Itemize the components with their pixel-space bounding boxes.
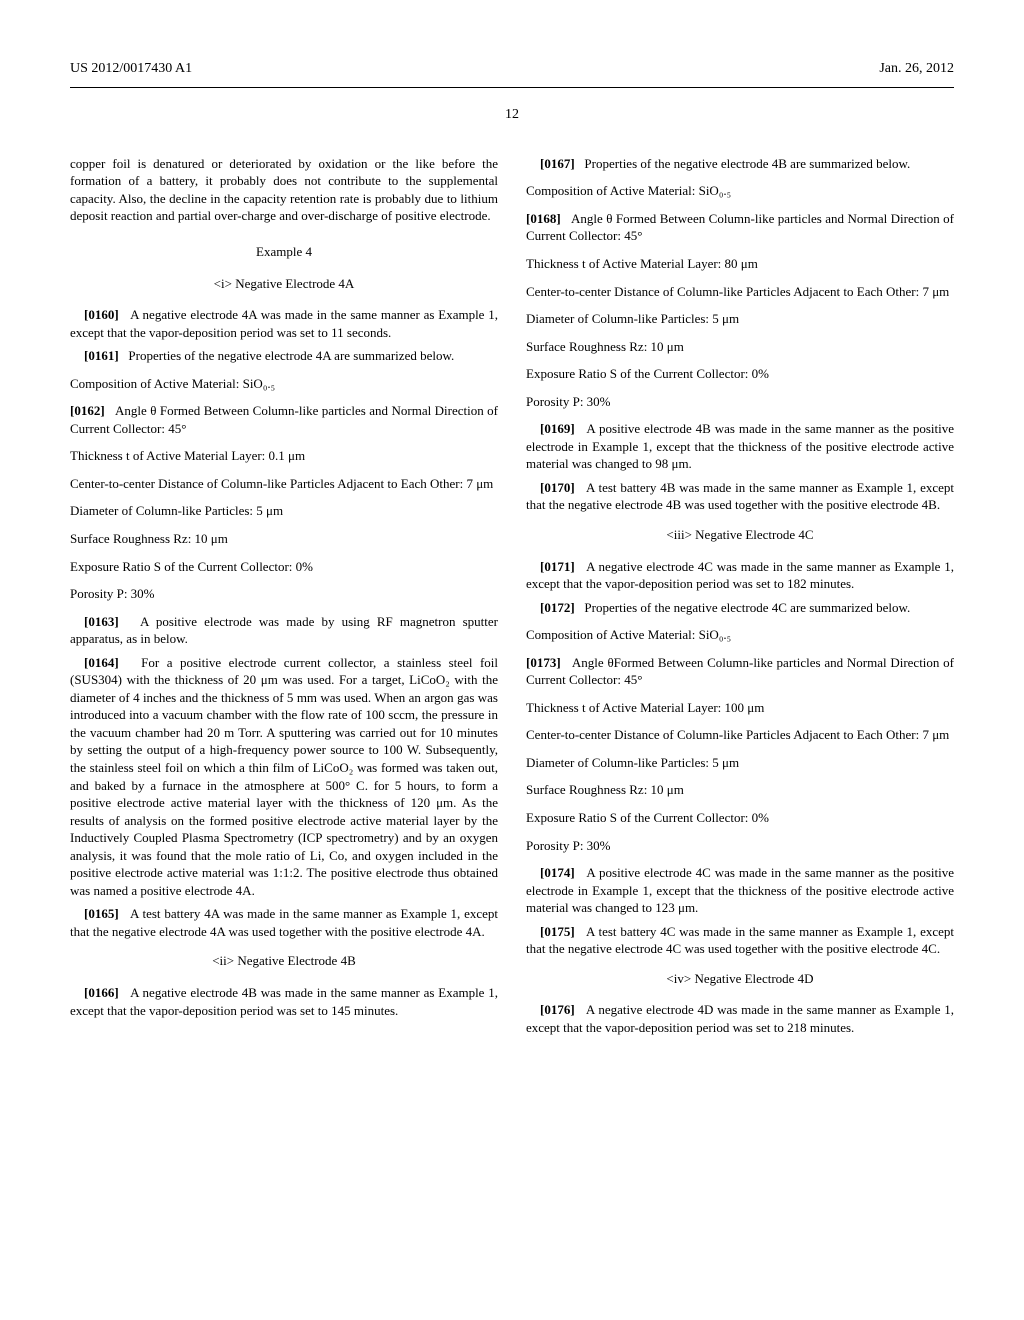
para-0161: [0161] Properties of the negative electr… — [70, 347, 498, 365]
para-0166-text: A negative electrode 4B was made in the … — [70, 985, 498, 1018]
para-0176-text: A negative electrode 4D was made in the … — [526, 1002, 954, 1035]
diameter-4a: Diameter of Column-like Particles: 5 μm — [70, 502, 498, 520]
body-columns: copper foil is denatured or deteriorated… — [70, 155, 954, 1037]
para-num-0164: [0164] — [84, 655, 119, 670]
section-iv-title: <iv> Negative Electrode 4D — [526, 970, 954, 988]
publication-date: Jan. 26, 2012 — [879, 60, 954, 79]
para-0160-text: A negative electrode 4A was made in the … — [70, 307, 498, 340]
para-num-0168: [0168] — [526, 211, 561, 226]
para-num-0161: [0161] — [84, 348, 119, 363]
para-0174: [0174] A positive electrode 4C was made … — [526, 864, 954, 917]
porosity-4b: Porosity P: 30% — [526, 393, 954, 411]
para-num-0166: [0166] — [84, 985, 119, 1000]
composition-4b: Composition of Active Material: SiO₀.₅ — [526, 182, 954, 200]
exposure-4a: Exposure Ratio S of the Current Collecto… — [70, 558, 498, 576]
para-0172: [0172] Properties of the negative electr… — [526, 599, 954, 617]
para-0166: [0166] A negative electrode 4B was made … — [70, 984, 498, 1019]
para-0165: [0165] A test battery 4A was made in the… — [70, 905, 498, 940]
para-num-0167: [0167] — [540, 156, 575, 171]
para-0163: [0163] A positive electrode was made by … — [70, 613, 498, 648]
porosity-4c: Porosity P: 30% — [526, 837, 954, 855]
roughness-4b: Surface Roughness Rz: 10 μm — [526, 338, 954, 356]
para-num-0165: [0165] — [84, 906, 119, 921]
thickness-4a: Thickness t of Active Material Layer: 0.… — [70, 447, 498, 465]
para-0169-text: A positive electrode 4B was made in the … — [526, 421, 954, 471]
para-0162: [0162] Angle θ Formed Between Column-lik… — [70, 402, 498, 437]
para-0174-text: A positive electrode 4C was made in the … — [526, 865, 954, 915]
roughness-4a: Surface Roughness Rz: 10 μm — [70, 530, 498, 548]
para-0170: [0170] A test battery 4B was made in the… — [526, 479, 954, 514]
para-num-0160: [0160] — [84, 307, 119, 322]
center-distance-4c: Center-to-center Distance of Column-like… — [526, 726, 954, 744]
thickness-4b: Thickness t of Active Material Layer: 80… — [526, 255, 954, 273]
intro-paragraph: copper foil is denatured or deteriorated… — [70, 155, 498, 225]
para-0161-text: Properties of the negative electrode 4A … — [128, 348, 454, 363]
section-iii-title: <iii> Negative Electrode 4C — [526, 526, 954, 544]
para-0165-text: A test battery 4A was made in the same m… — [70, 906, 498, 939]
para-0171-text: A negative electrode 4C was made in the … — [526, 559, 954, 592]
para-num-0174: [0174] — [540, 865, 575, 880]
exposure-4c: Exposure Ratio S of the Current Collecto… — [526, 809, 954, 827]
para-0162-text: Angle θ Formed Between Column-like parti… — [70, 403, 498, 436]
header-rule — [70, 87, 954, 88]
roughness-4c: Surface Roughness Rz: 10 μm — [526, 781, 954, 799]
porosity-4a: Porosity P: 30% — [70, 585, 498, 603]
para-0164: [0164] For a positive electrode current … — [70, 654, 498, 900]
para-num-0170: [0170] — [540, 480, 575, 495]
para-num-0173: [0173] — [526, 655, 561, 670]
exposure-4b: Exposure Ratio S of the Current Collecto… — [526, 365, 954, 383]
para-0173: [0173] Angle θFormed Between Column-like… — [526, 654, 954, 689]
para-0175-text: A test battery 4C was made in the same m… — [526, 924, 954, 957]
para-num-0169: [0169] — [540, 421, 575, 436]
para-0172-text: Properties of the negative electrode 4C … — [584, 600, 910, 615]
para-num-0171: [0171] — [540, 559, 575, 574]
para-0169: [0169] A positive electrode 4B was made … — [526, 420, 954, 473]
para-num-0163: [0163] — [84, 614, 119, 629]
center-distance-4a: Center-to-center Distance of Column-like… — [70, 475, 498, 493]
diameter-4c: Diameter of Column-like Particles: 5 μm — [526, 754, 954, 772]
para-num-0175: [0175] — [540, 924, 575, 939]
para-0160: [0160] A negative electrode 4A was made … — [70, 306, 498, 341]
para-0164-text: For a positive electrode current collect… — [70, 655, 498, 898]
thickness-4c: Thickness t of Active Material Layer: 10… — [526, 699, 954, 717]
center-distance-4b: Center-to-center Distance of Column-like… — [526, 283, 954, 301]
para-0168-text: Angle θ Formed Between Column-like parti… — [526, 211, 954, 244]
para-0163-text: A positive electrode was made by using R… — [70, 614, 498, 647]
composition-4a: Composition of Active Material: SiO₀.₅ — [70, 375, 498, 393]
section-ii-title: <ii> Negative Electrode 4B — [70, 952, 498, 970]
diameter-4b: Diameter of Column-like Particles: 5 μm — [526, 310, 954, 328]
para-0167: [0167] Properties of the negative electr… — [526, 155, 954, 173]
para-num-0172: [0172] — [540, 600, 575, 615]
publication-number: US 2012/0017430 A1 — [70, 60, 192, 79]
page-number: 12 — [70, 106, 954, 125]
para-0176: [0176] A negative electrode 4D was made … — [526, 1001, 954, 1036]
para-0170-text: A test battery 4B was made in the same m… — [526, 480, 954, 513]
para-0167-text: Properties of the negative electrode 4B … — [584, 156, 910, 171]
para-num-0162: [0162] — [70, 403, 105, 418]
para-0168: [0168] Angle θ Formed Between Column-lik… — [526, 210, 954, 245]
composition-4c: Composition of Active Material: SiO₀.₅ — [526, 626, 954, 644]
para-0173-text: Angle θFormed Between Column-like partic… — [526, 655, 954, 688]
para-0175: [0175] A test battery 4C was made in the… — [526, 923, 954, 958]
example-4-heading: Example 4 — [70, 243, 498, 261]
section-i-title: <i> Negative Electrode 4A — [70, 275, 498, 293]
para-num-0176: [0176] — [540, 1002, 575, 1017]
page-header: US 2012/0017430 A1 Jan. 26, 2012 — [70, 60, 954, 79]
para-0171: [0171] A negative electrode 4C was made … — [526, 558, 954, 593]
